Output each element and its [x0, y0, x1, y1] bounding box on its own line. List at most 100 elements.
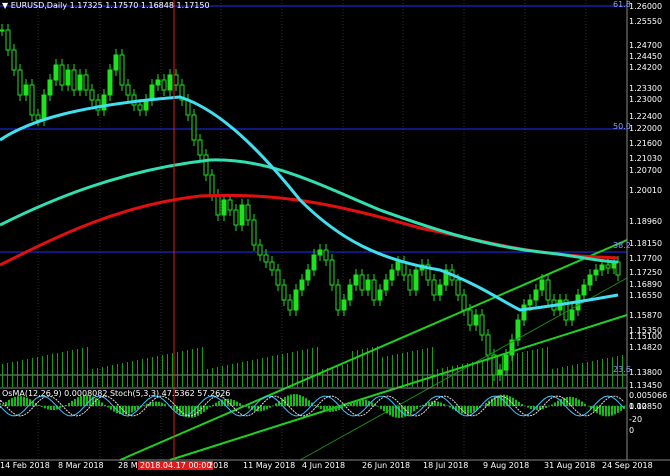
volume-bar — [12, 362, 13, 387]
candle-body — [23, 84, 29, 96]
osma-bar — [176, 406, 178, 413]
osma-bar — [593, 406, 595, 412]
price-tick-label: 1.15100 — [629, 332, 663, 341]
candle-body — [227, 199, 233, 211]
osma-bar — [422, 404, 424, 406]
osma-bar — [365, 399, 367, 406]
osma-bar — [620, 406, 622, 411]
volume-bar — [322, 369, 323, 387]
osma-bar — [197, 406, 199, 416]
volume-bar — [157, 356, 158, 387]
osma-bar — [545, 406, 547, 408]
date-tick-label: 24 Sep 2018 — [602, 461, 653, 470]
volume-bar — [397, 354, 398, 387]
price-tick-label: 1.18150 — [629, 239, 663, 248]
stoch-signal-line — [0, 395, 625, 417]
oscillator-title: OsMA(12,26,9) 0.0008082 Stoch(5,3,3) 47.… — [2, 389, 231, 398]
price-tick-label: 1.20700 — [629, 166, 663, 175]
candles — [0, 24, 621, 381]
price-tick-label: 1.24450 — [629, 52, 663, 61]
osma-bar — [485, 403, 487, 406]
volume-bar — [207, 369, 208, 387]
osc-tick-label: 0.005066 — [629, 391, 668, 400]
candle-body — [299, 279, 305, 291]
candle-body — [473, 314, 479, 326]
volume-bar — [42, 356, 43, 387]
volume-bar — [477, 361, 478, 387]
volume-bar — [97, 368, 98, 387]
osma-bar — [158, 401, 160, 406]
candle-body — [293, 289, 299, 311]
osma-bar — [605, 406, 607, 417]
candle-body — [305, 269, 311, 281]
osma-bar — [86, 395, 88, 406]
volume-bar — [107, 366, 108, 387]
candle-body — [113, 54, 119, 71]
price-tick-label: 1.20010 — [629, 186, 663, 195]
volume-bar — [267, 357, 268, 387]
osma-bar — [392, 406, 394, 417]
volume-bar — [537, 349, 538, 387]
volume-bar — [7, 363, 8, 387]
candle-body — [485, 334, 491, 356]
volume-bar — [307, 349, 308, 387]
osma-bar — [143, 405, 145, 406]
volume-bar — [217, 367, 218, 387]
osma-bar — [302, 396, 304, 406]
price-tick-label: 1.17700 — [629, 254, 663, 263]
osma-bar — [506, 395, 508, 406]
candle-body — [101, 94, 107, 111]
volume-bar — [462, 364, 463, 387]
volume-bar — [472, 362, 473, 387]
volume-bar — [427, 348, 428, 387]
candle-body — [239, 204, 245, 226]
osma-bar — [533, 406, 535, 410]
osma-bar — [53, 406, 55, 410]
volume-bar — [67, 351, 68, 387]
osma-bar — [50, 406, 52, 410]
price-tick-label: 1.24700 — [629, 41, 663, 50]
fib-level-label: 38.2 — [613, 241, 631, 250]
volume-bar — [17, 361, 18, 387]
volume-bar — [572, 365, 573, 387]
volume-bar — [402, 353, 403, 387]
candle-body — [11, 49, 17, 71]
osma-bar — [497, 395, 499, 406]
volume-bar — [522, 352, 523, 387]
candle-body — [185, 99, 191, 116]
candle-body — [377, 289, 383, 301]
osma-bar — [299, 395, 301, 406]
horizontal-levels — [0, 5, 627, 376]
osma-bar — [83, 395, 85, 406]
candle-body — [569, 309, 575, 321]
candle-body — [509, 339, 515, 356]
triangle-down-icon: ▼ — [2, 1, 9, 10]
price-tick-label: 1.16890 — [629, 280, 663, 289]
osma-bar — [17, 396, 19, 406]
price-tick-label: 1.17250 — [629, 268, 663, 277]
volume-bar — [327, 368, 328, 387]
volume-bar — [542, 348, 543, 387]
volume-bar — [232, 364, 233, 387]
volume-bar — [262, 358, 263, 387]
candle-body — [605, 264, 611, 269]
volume-bar — [512, 354, 513, 387]
volume-bar — [612, 357, 613, 387]
candle-body — [251, 219, 257, 246]
candle-body — [311, 254, 317, 271]
candle-body — [593, 269, 599, 276]
osma-bar — [41, 406, 43, 407]
osma-bar — [287, 395, 289, 406]
date-tick-label: 4 Jun 2018 — [302, 461, 346, 470]
osma-bar — [347, 404, 349, 406]
candle-body — [515, 319, 521, 341]
date-tick-label: 11 May 2018 — [243, 461, 296, 470]
candle-body — [35, 114, 41, 121]
osma-bar — [428, 401, 430, 406]
volume-bar — [587, 362, 588, 387]
candle-body — [161, 79, 167, 91]
volume-bar — [447, 367, 448, 387]
candle-body — [125, 84, 131, 96]
volume-bar — [37, 357, 38, 387]
